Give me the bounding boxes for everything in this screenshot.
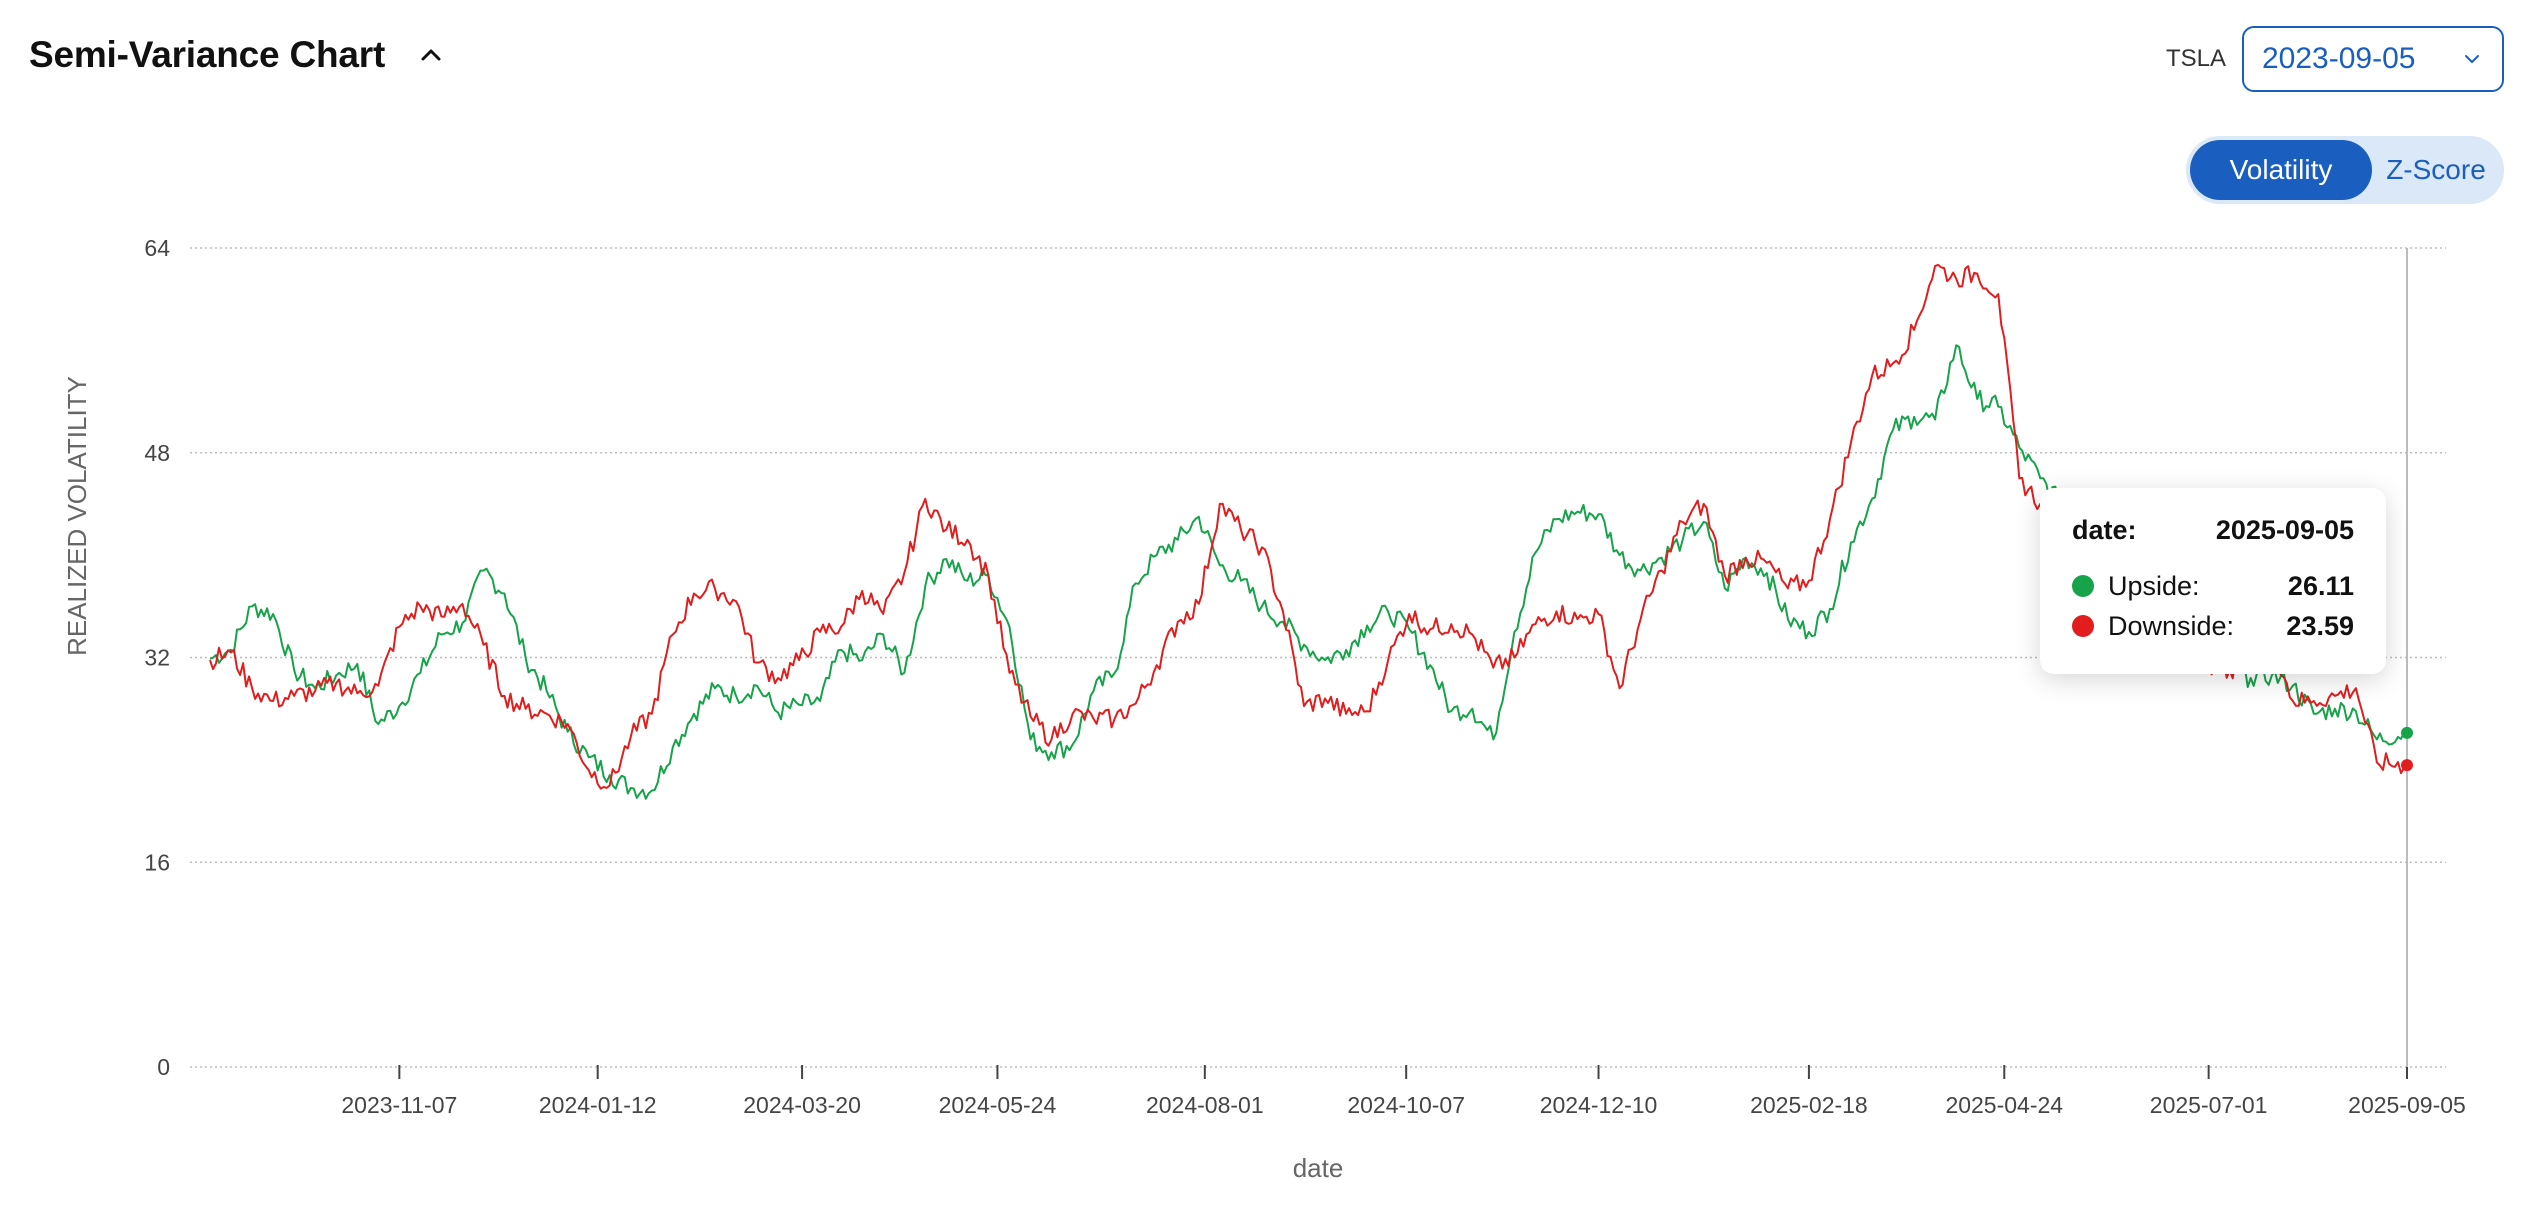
collapse-button[interactable] [411,35,451,75]
x-tick-label: 2025-02-18 [1750,1092,1868,1118]
series-line-upside[interactable] [209,344,2408,800]
x-tick-label: 2025-09-05 [2348,1092,2466,1118]
y-tick-label: 0 [157,1054,170,1080]
date-select-value: 2023-09-05 [2262,42,2416,75]
x-axis: 2023-11-07 2024-01-12 2024-03-20 2024-05-24… [341,1065,2466,1118]
x-tick-label: 2024-05-24 [939,1092,1057,1118]
hover-point-upside [2401,726,2413,739]
tooltip-downside-label: Downside: [2108,610,2235,641]
y-axis: 0 16 32 48 64 [144,235,170,1080]
x-tick-label: 2025-07-01 [2150,1092,2268,1118]
x-tick-label: 2023-11-07 [341,1092,457,1118]
chevron-up-icon [421,49,441,61]
x-tick-label: 2025-04-24 [1945,1092,2063,1118]
hover-markers [2401,726,2413,772]
tooltip-upside-value: 26.11 [2287,570,2354,601]
header-controls: TSLA 2023-09-05 [2166,26,2504,92]
x-tick-label: 2024-03-20 [743,1092,861,1118]
tooltip-upside-row: Upside: 26.11 [2072,566,2354,606]
ticker-label: TSLA [2165,45,2226,72]
chart-tooltip: date: 2025-09-05 Upside: 26.11 Downside:… [2040,488,2386,674]
metric-toggle: Volatility Z-Score [2186,136,2504,204]
upside-legend-dot [2072,575,2094,597]
tooltip-upside-label: Upside: [2108,570,2200,601]
tooltip-date-value: 2025-09-05 [2215,514,2354,545]
tooltip-downside-value: 23.59 [2286,610,2354,641]
hover-point-downside [2401,759,2413,772]
x-tick-label: 2024-01-12 [539,1092,657,1118]
y-axis-title: REALIZED VOLATILITY [62,376,92,656]
x-axis-title: date [1293,1153,1344,1183]
tooltip-date-label: date: [2072,514,2137,545]
chart-header: Semi-Variance Chart [29,34,451,76]
toggle-zscore[interactable]: Z-Score [2386,154,2486,185]
chevron-down-icon [2465,55,2479,63]
page-title: Semi-Variance Chart [29,34,386,75]
x-tick-label: 2024-10-07 [1347,1092,1465,1118]
tooltip-downside-row: Downside: 23.59 [2072,606,2354,646]
y-tick-label: 32 [144,645,170,671]
tooltip-date-row: date: 2025-09-05 [2072,510,2354,550]
x-tick-label: 2024-08-01 [1146,1092,1264,1118]
y-tick-label: 64 [144,235,170,261]
downside-legend-dot [2072,615,2094,637]
y-tick-label: 16 [144,849,170,875]
y-tick-label: 48 [144,440,170,466]
x-tick-label: 2024-12-10 [1540,1092,1658,1118]
toggle-volatility[interactable]: Volatility [2190,140,2372,200]
date-select[interactable]: 2023-09-05 [2242,26,2504,92]
